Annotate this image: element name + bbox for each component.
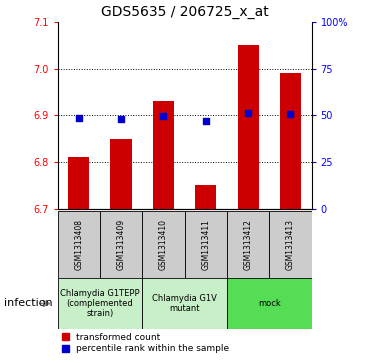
Bar xyxy=(269,211,312,278)
Bar xyxy=(100,211,142,278)
Text: infection: infection xyxy=(4,298,52,309)
Bar xyxy=(195,185,216,209)
Text: Chlamydia G1V
mutant: Chlamydia G1V mutant xyxy=(152,294,217,313)
Bar xyxy=(185,211,227,278)
Bar xyxy=(111,139,132,209)
Title: GDS5635 / 206725_x_at: GDS5635 / 206725_x_at xyxy=(101,5,269,19)
Point xyxy=(288,111,293,117)
Text: GSM1313410: GSM1313410 xyxy=(159,219,168,270)
Point xyxy=(118,116,124,122)
Text: GSM1313411: GSM1313411 xyxy=(201,219,210,270)
Point xyxy=(160,113,166,119)
Bar xyxy=(280,73,301,209)
Text: GSM1313408: GSM1313408 xyxy=(74,219,83,270)
Text: Chlamydia G1TEPP
(complemented
strain): Chlamydia G1TEPP (complemented strain) xyxy=(60,289,139,318)
Bar xyxy=(227,211,269,278)
Bar xyxy=(142,278,227,329)
Bar xyxy=(227,278,312,329)
Bar xyxy=(58,278,142,329)
Text: mock: mock xyxy=(258,299,280,308)
Text: GSM1313413: GSM1313413 xyxy=(286,219,295,270)
Point xyxy=(245,110,251,116)
Text: GSM1313409: GSM1313409 xyxy=(116,219,125,270)
Bar xyxy=(153,101,174,209)
Bar xyxy=(58,211,100,278)
Text: GSM1313412: GSM1313412 xyxy=(244,219,253,270)
Bar xyxy=(142,211,185,278)
Point xyxy=(203,118,209,124)
Point xyxy=(76,115,82,121)
Bar xyxy=(68,157,89,209)
Bar xyxy=(237,45,259,209)
Legend: transformed count, percentile rank within the sample: transformed count, percentile rank withi… xyxy=(62,333,230,353)
